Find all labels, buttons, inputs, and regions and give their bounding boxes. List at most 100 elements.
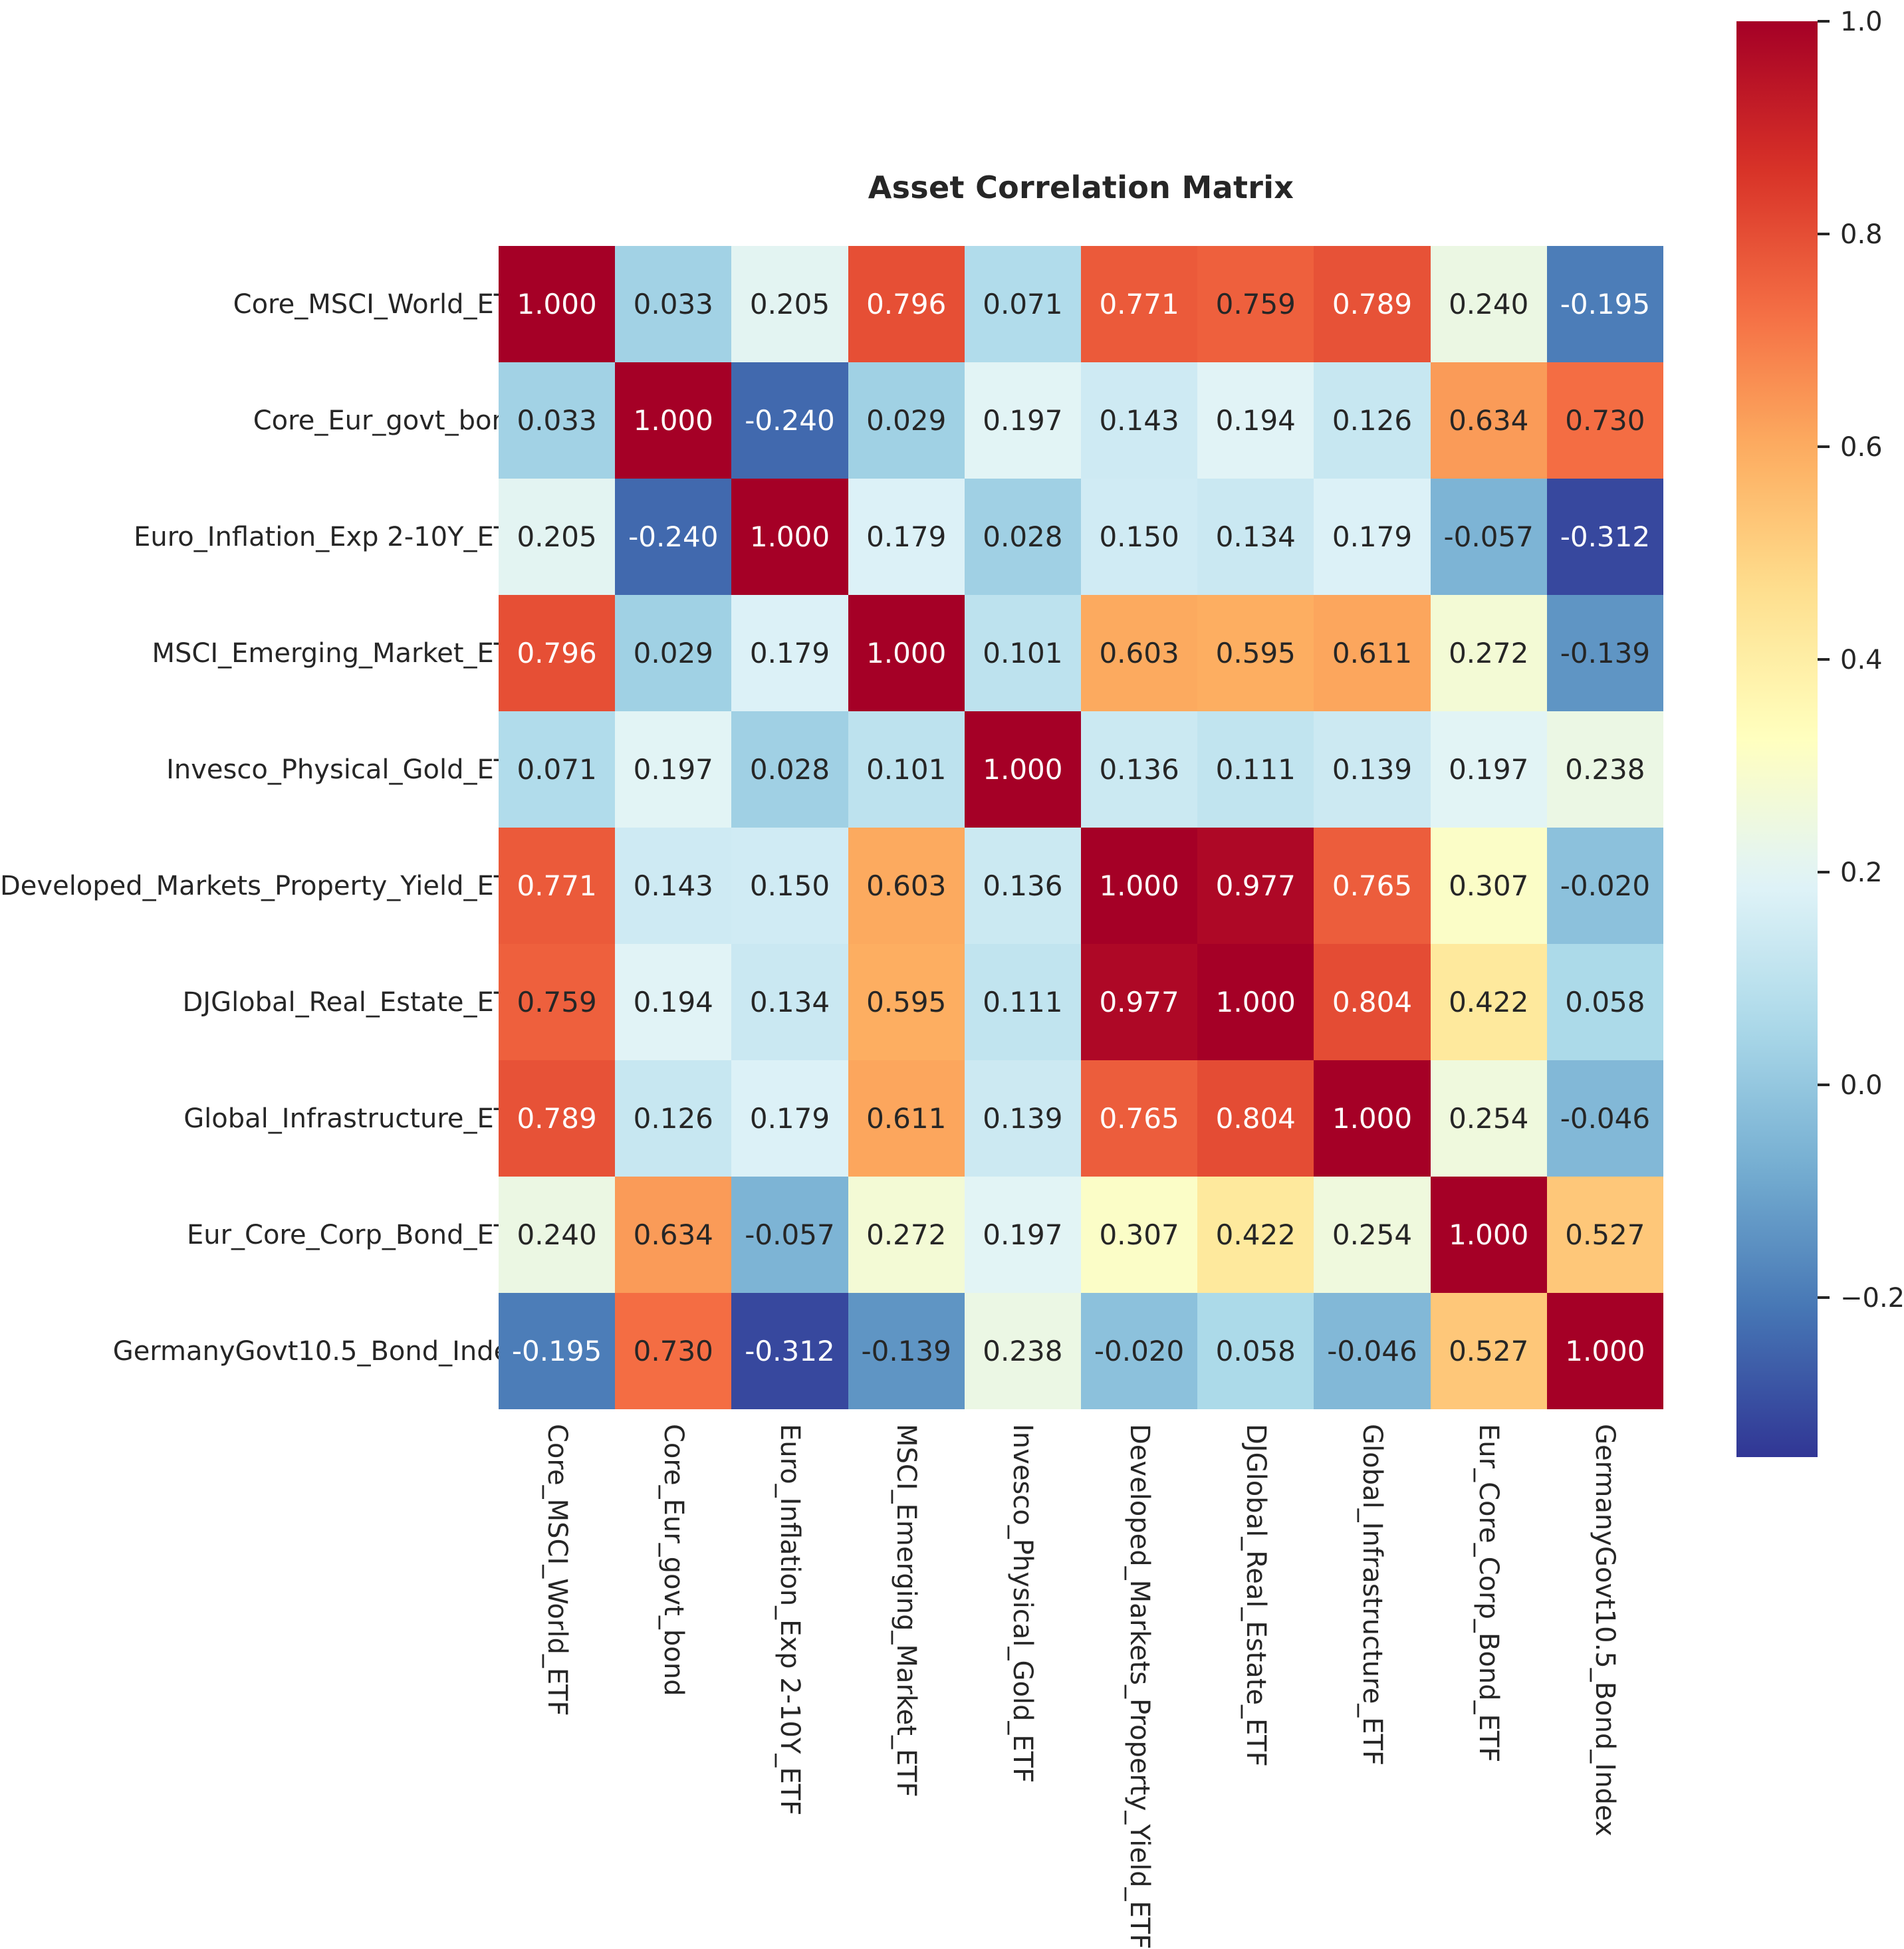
y-axis-tick-label: MSCI_Emerging_Market_ETF (152, 637, 526, 669)
x-axis-tick-label: Developed_Markets_Property_Yield_ETF (1124, 1424, 1155, 1949)
heatmap-cell-value: 0.240 (517, 1218, 597, 1251)
colorbar-tick-mark (1818, 445, 1830, 448)
heatmap-cell: -0.020 (1546, 828, 1663, 944)
heatmap-cell-value: 0.028 (983, 520, 1063, 553)
colorbar-tick-mark (1818, 871, 1830, 873)
heatmap-cell: 0.101 (964, 595, 1081, 711)
y-axis-tick-label: Eur_Core_Corp_Bond_ETF (186, 1219, 526, 1250)
heatmap-cell-value: 0.804 (1215, 1101, 1296, 1135)
heatmap-cell-value: 0.197 (1449, 752, 1529, 786)
heatmap-cell-value: 0.307 (1099, 1218, 1179, 1251)
x-axis-tick-slot: MSCI_Emerging_Market_ETF (848, 1409, 965, 1888)
heatmap-cell-value: 0.730 (1565, 403, 1645, 437)
heatmap-cell-value: 1.000 (1215, 985, 1296, 1018)
x-axis-tick-slot: Developed_Markets_Property_Yield_ETF (1081, 1409, 1197, 1949)
heatmap-cell: 0.179 (731, 1060, 848, 1177)
heatmap-cell: 0.143 (1080, 362, 1198, 479)
heatmap-cell-value: 0.796 (517, 636, 597, 669)
heatmap-cell-value: 0.058 (1215, 1334, 1296, 1367)
heatmap-cell-value: 0.634 (1449, 403, 1529, 437)
heatmap-cell-value: 0.139 (1332, 752, 1413, 786)
heatmap-cell: 0.254 (1430, 1060, 1547, 1177)
heatmap-cell-value: 0.194 (1215, 403, 1296, 437)
x-axis-tick-label: Core_MSCI_World_ETF (541, 1424, 572, 1716)
heatmap-cell: 0.759 (1197, 246, 1314, 362)
heatmap-cell: 1.000 (848, 595, 965, 711)
colorbar-tick-mark (1818, 233, 1830, 235)
heatmap-cell-value: 1.000 (1449, 1218, 1529, 1251)
heatmap-cell: -0.240 (731, 362, 848, 479)
heatmap-cell-value: 0.126 (633, 1101, 713, 1135)
heatmap-cell-value: -0.057 (745, 1218, 835, 1251)
heatmap-cell-value: 0.765 (1332, 869, 1413, 902)
heatmap-cell-value: 0.759 (1215, 287, 1296, 320)
heatmap-cell-value: 0.205 (749, 287, 830, 320)
y-axis-tick-label: Invesco_Physical_Gold_ETF (166, 754, 526, 785)
heatmap-cell-value: 0.611 (1332, 636, 1413, 669)
heatmap-cell: -0.195 (499, 1293, 616, 1409)
heatmap-cell-value: 0.179 (749, 1101, 830, 1135)
heatmap-cell: 0.126 (1314, 362, 1431, 479)
heatmap-cell-value: -0.046 (1327, 1334, 1417, 1367)
heatmap-cell-value: 0.272 (866, 1218, 947, 1251)
x-axis-tick-label: Core_Eur_govt_bond (657, 1424, 689, 1696)
heatmap-cell-value: 1.000 (633, 403, 713, 437)
heatmap-cell-value: 1.000 (983, 752, 1063, 786)
heatmap-cell: 0.238 (964, 1293, 1081, 1409)
heatmap-cell-value: 0.804 (1332, 985, 1413, 1018)
heatmap-cell: 0.759 (499, 944, 616, 1060)
heatmap-cell: 1.000 (1314, 1060, 1431, 1177)
heatmap-cell: 0.205 (499, 479, 616, 595)
heatmap-cell-value: 0.765 (1099, 1101, 1179, 1135)
heatmap-cell: 0.796 (848, 246, 965, 362)
x-axis-tick-slot: Invesco_Physical_Gold_ETF (965, 1409, 1081, 1888)
heatmap-cell: 0.240 (1430, 246, 1547, 362)
heatmap-cell: 0.603 (1080, 595, 1198, 711)
heatmap-cell-value: 0.028 (749, 752, 830, 786)
heatmap-cell: 0.134 (1197, 479, 1314, 595)
x-axis-tick-slot: Euro_Inflation_Exp 2-10Y_ETF (731, 1409, 848, 1888)
heatmap-cell-value: 0.603 (866, 869, 947, 902)
heatmap-cell-value: 0.126 (1332, 403, 1413, 437)
heatmap-cell: -0.240 (615, 479, 732, 595)
heatmap-cell: 0.796 (499, 595, 616, 711)
heatmap-cell: 0.595 (1197, 595, 1314, 711)
heatmap-cell: 0.765 (1080, 1060, 1198, 1177)
heatmap-cell: -0.312 (1546, 479, 1663, 595)
heatmap-cell-value: 0.789 (517, 1101, 597, 1135)
heatmap-cell-value: 0.179 (1332, 520, 1413, 553)
heatmap-cell-value: 0.771 (517, 869, 597, 902)
heatmap-cell: -0.057 (1430, 479, 1547, 595)
heatmap-cell-value: 0.134 (749, 985, 830, 1018)
heatmap-cell-value: 0.179 (866, 520, 947, 553)
heatmap-cell-value: 1.000 (866, 636, 947, 669)
x-axis-tick-slot: Core_MSCI_World_ETF (499, 1409, 615, 1888)
heatmap-cell: 0.730 (615, 1293, 732, 1409)
heatmap-cell-value: -0.195 (1560, 287, 1651, 320)
heatmap-cell-value: 0.143 (1099, 403, 1179, 437)
heatmap-cell-value: -0.139 (1560, 636, 1651, 669)
heatmap-cell: 0.194 (1197, 362, 1314, 479)
heatmap-cell-value: 0.136 (1099, 752, 1179, 786)
heatmap-cell-value: 0.101 (866, 752, 947, 786)
heatmap-cell: 0.272 (848, 1177, 965, 1293)
heatmap-cell: 0.977 (1197, 828, 1314, 944)
colorbar-tick-label: 0.2 (1840, 858, 1883, 888)
heatmap-cell: 0.307 (1080, 1177, 1198, 1293)
heatmap-cell-value: 0.205 (517, 520, 597, 553)
heatmap-cell: 0.771 (499, 828, 616, 944)
heatmap-cell: 0.033 (499, 362, 616, 479)
heatmap-cell-value: -0.312 (1560, 520, 1651, 553)
heatmap-cell-value: 0.071 (517, 752, 597, 786)
heatmap-cell-value: 0.977 (1099, 985, 1179, 1018)
heatmap-cell: 1.000 (615, 362, 732, 479)
x-axis-tick-label: Invesco_Physical_Gold_ETF (1007, 1424, 1038, 1783)
heatmap-cell: 0.197 (964, 362, 1081, 479)
heatmap-cell: 0.789 (1314, 246, 1431, 362)
colorbar-tick-label: 0.0 (1840, 1070, 1883, 1101)
x-axis-tick-slot: Global_Infrastructure_ETF (1314, 1409, 1430, 1888)
heatmap-cell-value: 0.033 (633, 287, 713, 320)
heatmap-cell-value: -0.240 (745, 403, 835, 437)
heatmap-cell-value: 0.111 (983, 985, 1063, 1018)
heatmap-cell: 0.111 (1197, 711, 1314, 828)
